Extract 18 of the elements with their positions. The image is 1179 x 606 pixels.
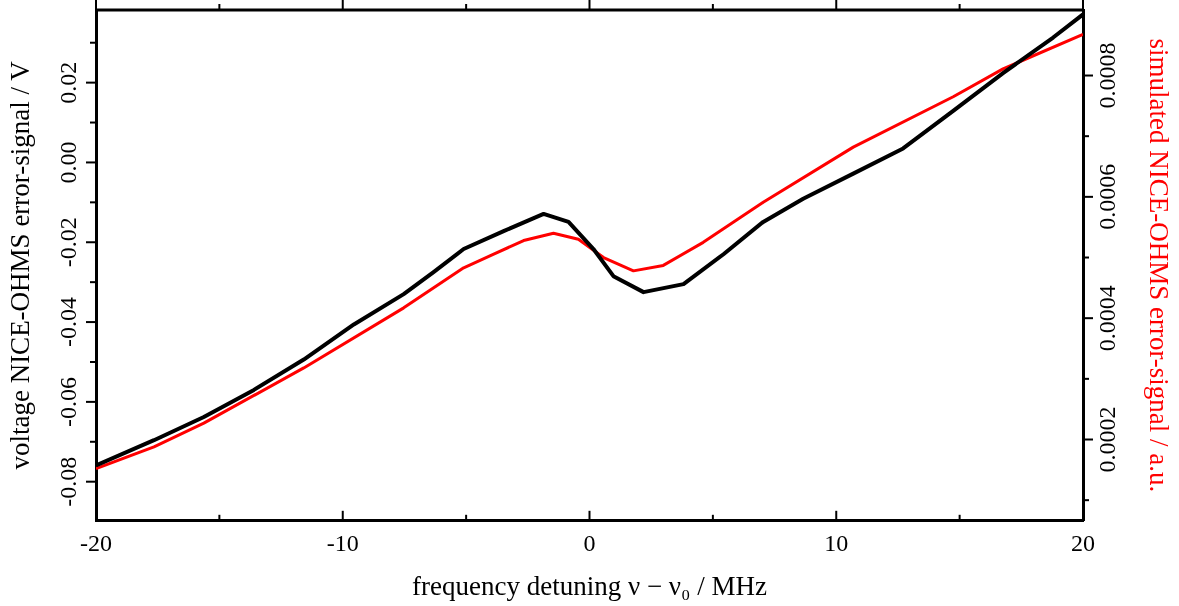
x-tick-label: 0 bbox=[583, 530, 596, 557]
x-tick-label: 10 bbox=[824, 530, 849, 557]
y-axis-title: voltage NICE-OHMS error-signal / V bbox=[5, 60, 36, 470]
y-tick-label: -0.04 bbox=[55, 297, 82, 348]
y-tick-label: 0.02 bbox=[55, 61, 82, 104]
y2-tick-label: 0.0004 bbox=[1094, 285, 1121, 352]
y2-tick-label: 0.0002 bbox=[1094, 406, 1121, 473]
x-axis-title: frequency detuning ν − ν₀ / MHz bbox=[412, 570, 767, 601]
y-tick-label: -0.02 bbox=[55, 217, 82, 268]
x-tick-label: 20 bbox=[1071, 530, 1095, 557]
y2-tick-label: 0.0008 bbox=[1094, 42, 1121, 109]
y2-tick-label: 0.0006 bbox=[1094, 163, 1121, 230]
y-tick-label: -0.08 bbox=[55, 456, 82, 507]
x-tick-label: -10 bbox=[326, 530, 359, 557]
x-tick-label: -20 bbox=[80, 530, 112, 557]
y-tick-label: -0.06 bbox=[55, 376, 82, 427]
y-tick-label: 0.00 bbox=[55, 141, 82, 184]
y2-axis-title: simulated NICE-OHMS error-signal / a.u. bbox=[1143, 38, 1174, 493]
